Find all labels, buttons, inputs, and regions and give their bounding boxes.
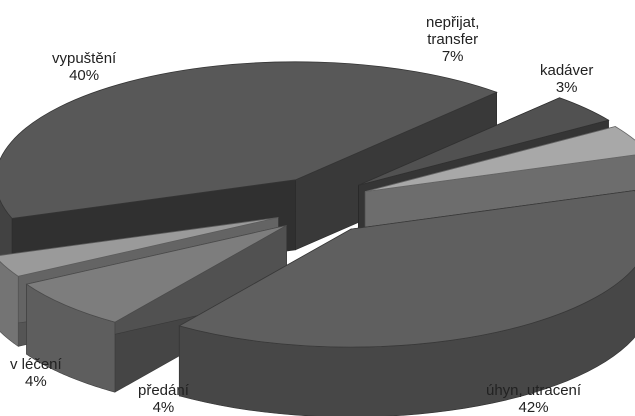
pie-slices: [0, 61, 635, 416]
slice-value: 7%: [441, 48, 464, 65]
slice-label: kadáver: [540, 62, 594, 79]
slice-label-line-1: nepřijat,: [426, 14, 480, 31]
slice-label: předání: [138, 382, 189, 399]
slice-label: v léčení: [10, 356, 62, 373]
label-predani: předání 4%: [138, 382, 189, 416]
slice-2-top: [0, 217, 279, 277]
slice-4-top: [358, 97, 610, 186]
slice-1-top: [25, 225, 287, 323]
slice-value: 4%: [152, 399, 175, 416]
label-uhyn-utraceni: úhyn, utracení 42%: [486, 382, 581, 416]
slice-value: 3%: [555, 79, 578, 96]
slice-label: vypuštění: [52, 50, 117, 67]
slice-label-line-2: transfer: [427, 31, 479, 48]
slice-label: úhyn, utracení: [486, 382, 582, 399]
slice-value: 40%: [69, 67, 100, 84]
label-v-leceni: v léčení 4%: [10, 356, 62, 390]
slice-3-top: [0, 61, 498, 219]
slice-value: 4%: [25, 373, 47, 390]
slice-5-top: [364, 126, 635, 193]
slice-0-top: [178, 190, 635, 348]
slice-value: 42%: [518, 399, 549, 416]
label-kadaver: kadáver 3%: [540, 62, 593, 96]
label-vypusteni: vypuštění 40%: [52, 50, 116, 84]
label-neprijat-transfer: nepřijat, transfer 7%: [426, 14, 479, 65]
